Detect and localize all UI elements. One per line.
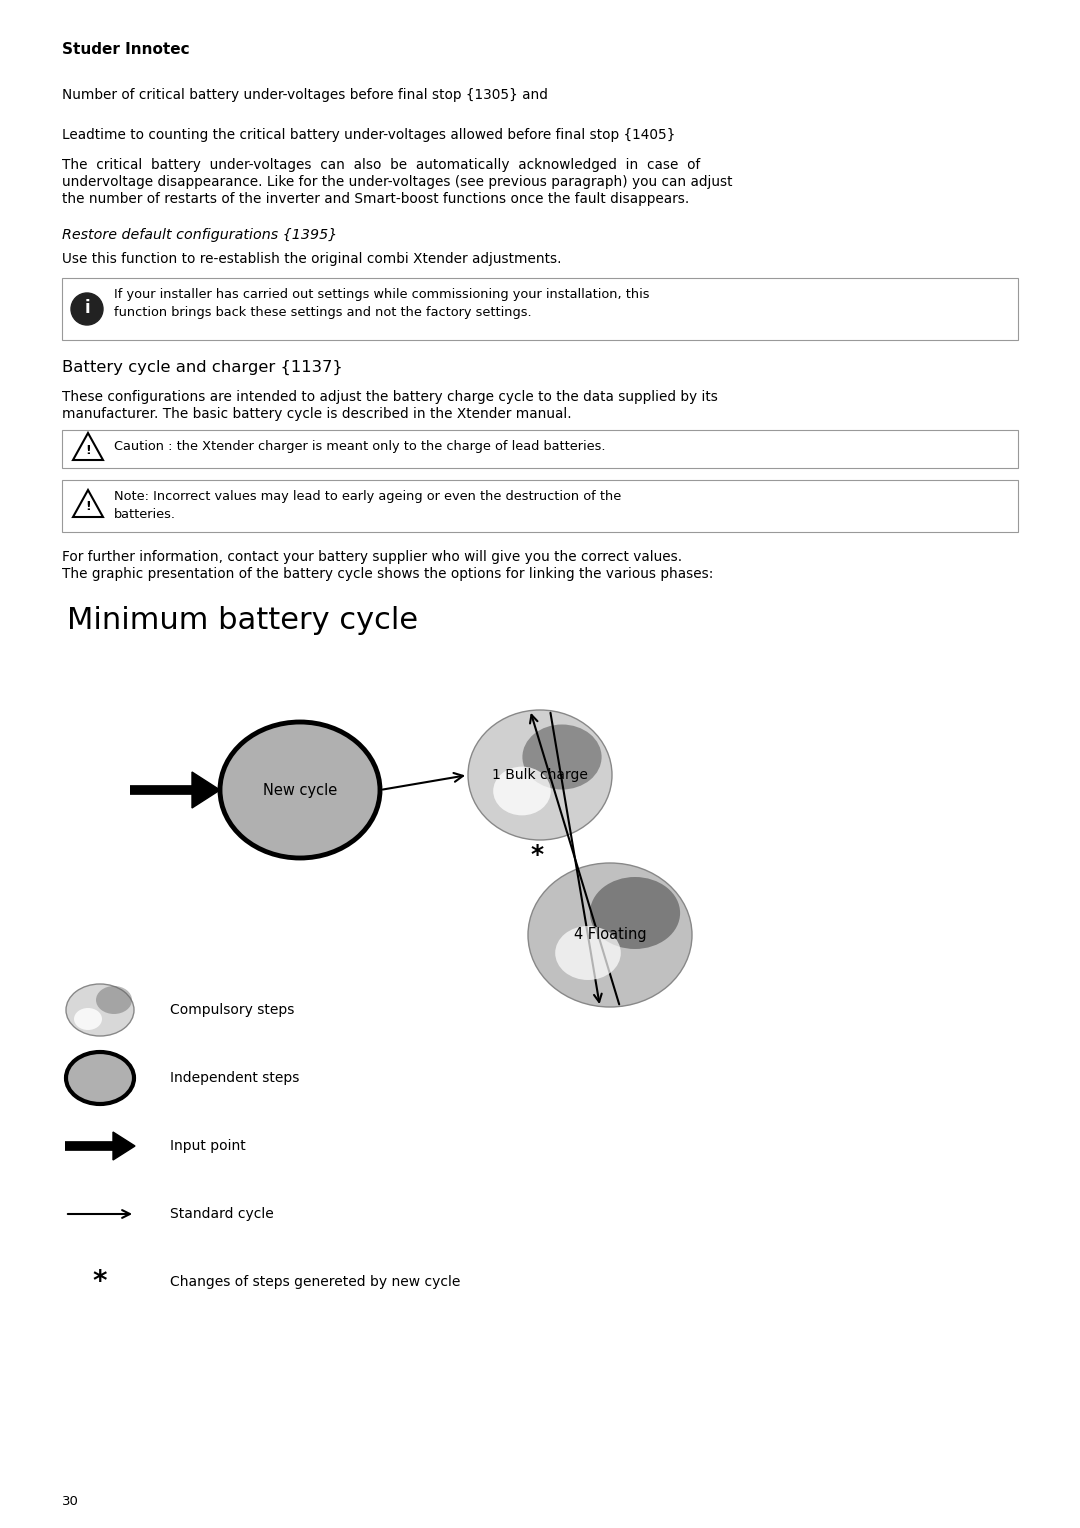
Text: function brings back these settings and not the factory settings.: function brings back these settings and … xyxy=(114,306,531,319)
Polygon shape xyxy=(113,1132,135,1160)
Text: New cycle: New cycle xyxy=(262,782,337,798)
FancyBboxPatch shape xyxy=(62,480,1018,532)
Text: Restore default configurations {1395}: Restore default configurations {1395} xyxy=(62,228,337,241)
Text: *: * xyxy=(530,843,543,866)
Text: 1 Bulk charge: 1 Bulk charge xyxy=(492,769,588,782)
Ellipse shape xyxy=(494,767,551,816)
Ellipse shape xyxy=(528,863,692,1007)
Text: These configurations are intended to adjust the battery charge cycle to the data: These configurations are intended to adj… xyxy=(62,390,718,403)
Text: batteries.: batteries. xyxy=(114,507,176,521)
Text: Standard cycle: Standard cycle xyxy=(170,1207,273,1221)
Text: Minimum battery cycle: Minimum battery cycle xyxy=(67,607,418,636)
Circle shape xyxy=(71,293,103,325)
Text: Leadtime to counting the critical battery under-voltages allowed before final st: Leadtime to counting the critical batter… xyxy=(62,128,675,142)
Text: i: i xyxy=(84,299,90,316)
Ellipse shape xyxy=(220,723,380,859)
Text: The graphic presentation of the battery cycle shows the options for linking the : The graphic presentation of the battery … xyxy=(62,567,714,581)
Polygon shape xyxy=(73,490,103,516)
Polygon shape xyxy=(73,432,103,460)
Ellipse shape xyxy=(66,1051,134,1105)
Ellipse shape xyxy=(75,1008,102,1030)
Text: Battery cycle and charger {1137}: Battery cycle and charger {1137} xyxy=(62,361,342,376)
Text: Compulsory steps: Compulsory steps xyxy=(170,1002,295,1018)
Ellipse shape xyxy=(468,711,612,840)
Text: !: ! xyxy=(85,501,91,513)
Text: the number of restarts of the inverter and Smart-boost functions once the fault : the number of restarts of the inverter a… xyxy=(62,193,689,206)
Text: Changes of steps genereted by new cycle: Changes of steps genereted by new cycle xyxy=(170,1274,460,1290)
Text: !: ! xyxy=(85,443,91,457)
Text: manufacturer. The basic battery cycle is described in the Xtender manual.: manufacturer. The basic battery cycle is… xyxy=(62,406,571,422)
Ellipse shape xyxy=(66,984,134,1036)
Text: Input point: Input point xyxy=(170,1138,246,1154)
Text: Use this function to re-establish the original combi Xtender adjustments.: Use this function to re-establish the or… xyxy=(62,252,562,266)
Text: If your installer has carried out settings while commissioning your installation: If your installer has carried out settin… xyxy=(114,287,649,301)
Polygon shape xyxy=(192,772,220,808)
Text: Independent steps: Independent steps xyxy=(170,1071,299,1085)
Text: 4 Floating: 4 Floating xyxy=(573,927,646,943)
Text: Number of critical battery under-voltages before final stop {1305} and: Number of critical battery under-voltage… xyxy=(62,89,548,102)
Ellipse shape xyxy=(523,724,602,790)
Text: 30: 30 xyxy=(62,1494,79,1508)
Ellipse shape xyxy=(590,877,680,949)
Text: For further information, contact your battery supplier who will give you the cor: For further information, contact your ba… xyxy=(62,550,683,564)
Text: Note: Incorrect values may lead to early ageing or even the destruction of the: Note: Incorrect values may lead to early… xyxy=(114,490,621,503)
FancyBboxPatch shape xyxy=(62,278,1018,341)
Text: Caution : the Xtender charger is meant only to the charge of lead batteries.: Caution : the Xtender charger is meant o… xyxy=(114,440,606,452)
FancyBboxPatch shape xyxy=(62,429,1018,468)
Text: The  critical  battery  under-voltages  can  also  be  automatically  acknowledg: The critical battery under-voltages can … xyxy=(62,157,700,173)
Ellipse shape xyxy=(96,986,132,1015)
Text: undervoltage disappearance. Like for the under-voltages (see previous paragraph): undervoltage disappearance. Like for the… xyxy=(62,176,732,189)
Ellipse shape xyxy=(555,926,621,979)
Text: Studer Innotec: Studer Innotec xyxy=(62,41,190,57)
Text: *: * xyxy=(93,1268,107,1296)
